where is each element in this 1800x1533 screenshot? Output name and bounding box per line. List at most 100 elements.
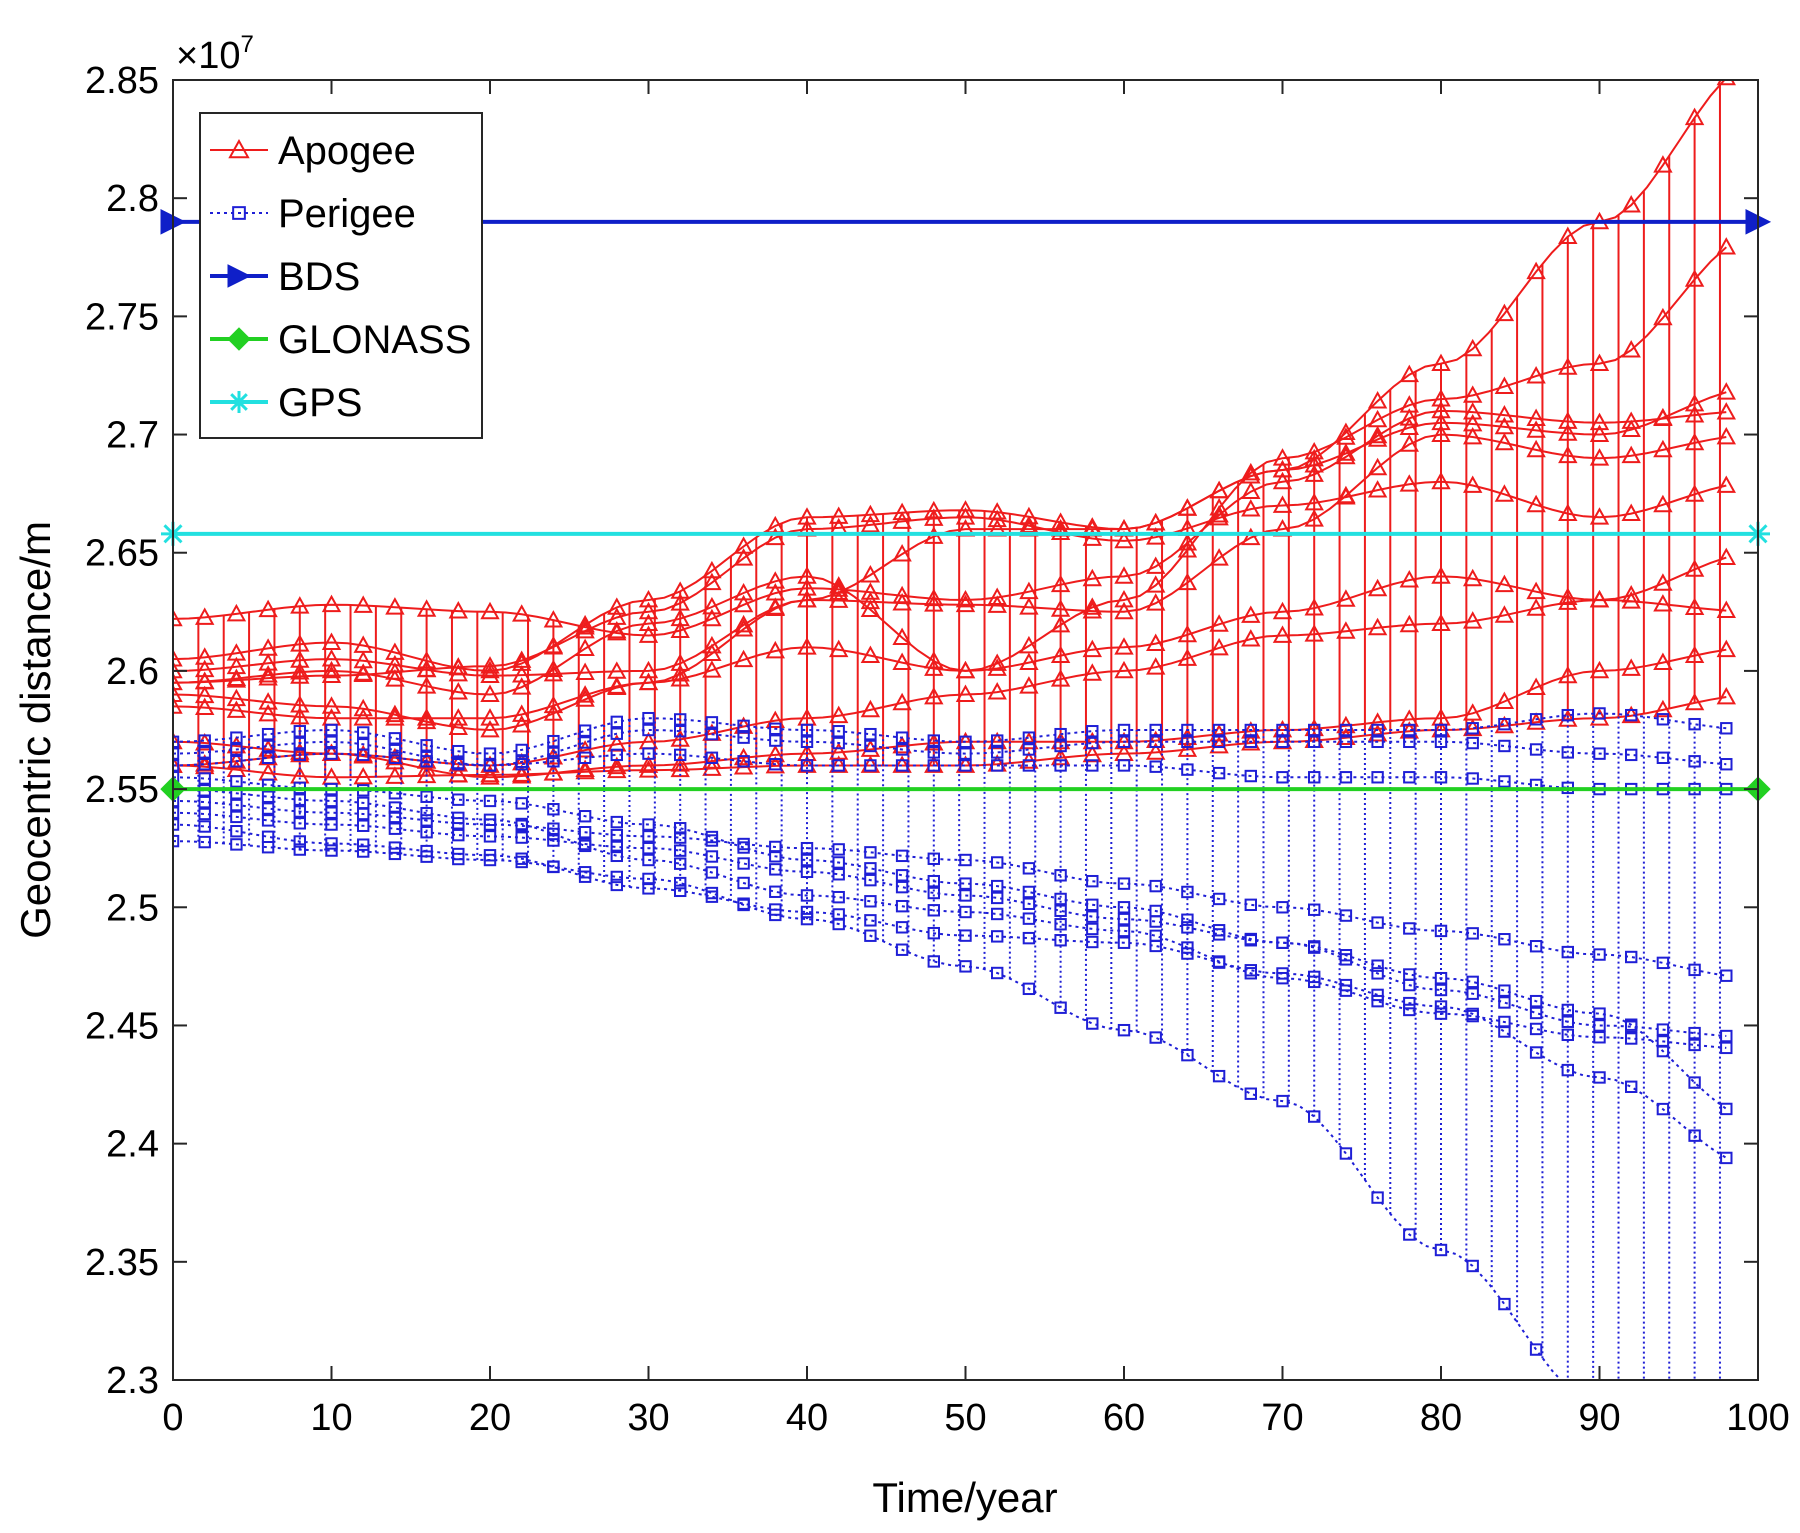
apogee-point [416, 765, 437, 784]
apogee-point [638, 672, 659, 691]
perigee-point [1403, 968, 1416, 981]
perigee-point [578, 870, 592, 883]
apogee-point [1209, 724, 1229, 742]
perigee-point [1529, 940, 1543, 953]
perigee-point [1244, 934, 1257, 947]
apogee-point [1050, 574, 1071, 593]
perigee-point [610, 815, 623, 829]
perigee-point [610, 870, 623, 884]
perigee-point [927, 759, 940, 772]
perigee-point [1149, 735, 1162, 749]
perigee-point [674, 884, 687, 898]
perigee-point [1339, 984, 1353, 997]
perigee-point [515, 743, 528, 757]
apogee-point [1653, 439, 1673, 458]
apogee-point [1114, 637, 1134, 655]
apogee-point [702, 608, 722, 627]
apogee-point [638, 755, 659, 773]
perigee-point [642, 853, 655, 867]
perigee-point [388, 822, 402, 835]
perigee-point [1720, 1041, 1733, 1055]
apogee-point [512, 715, 532, 733]
apogee-point [1367, 409, 1388, 428]
apogee-point [480, 719, 500, 738]
perigee-point [1276, 971, 1289, 985]
apogee-point [607, 734, 627, 752]
perigee-point [895, 869, 909, 882]
x-tick-label: 50 [944, 1397, 986, 1439]
apogee-point [1114, 601, 1134, 620]
apogee-point [480, 665, 500, 684]
perigee-point [198, 746, 211, 759]
y-tick-label: 2.3 [106, 1360, 159, 1402]
perigee-point [388, 743, 402, 757]
perigee-point [1086, 725, 1099, 738]
perigee-point [325, 806, 338, 819]
apogee-point [638, 601, 659, 620]
apogee-point [1494, 376, 1515, 395]
perigee-curve-8 [173, 794, 1733, 982]
apogee-point [1177, 739, 1198, 757]
perigee-curve-7 [173, 747, 1733, 796]
perigee-point [1625, 748, 1638, 762]
perigee-point [230, 810, 243, 824]
perigee-point [1498, 933, 1511, 946]
perigee-point [452, 817, 465, 830]
perigee-point [1563, 1382, 1573, 1392]
apogee-point [353, 746, 373, 764]
perigee-point [674, 725, 687, 738]
perigee-point [1529, 713, 1543, 726]
perigee-point [1086, 935, 1099, 949]
perigee-point [1022, 862, 1036, 875]
perigee-point [610, 849, 623, 863]
apogee-point [353, 698, 373, 717]
apogee-point [1050, 614, 1071, 633]
perigee-point [452, 847, 465, 861]
perigee-point [547, 860, 560, 874]
apogee-point [448, 708, 468, 726]
apogee-point [543, 763, 564, 781]
perigee-point [769, 863, 782, 876]
perigee-point [1244, 769, 1257, 783]
perigee-point [864, 846, 877, 859]
perigee-point [1625, 1032, 1638, 1045]
perigee-point [895, 759, 909, 772]
legend-label: GLONASS [278, 318, 471, 362]
legend-label: GPS [278, 381, 362, 425]
apogee-point [1684, 432, 1705, 451]
apogee-point [670, 581, 690, 599]
apogee-point [1494, 432, 1515, 451]
apogee-point [955, 594, 976, 613]
apogee-point [575, 638, 595, 656]
apogee-point [670, 668, 690, 687]
perigee-point [927, 874, 940, 888]
perigee-point [1403, 723, 1416, 737]
apogee-point [448, 717, 468, 735]
perigee-point [325, 818, 338, 831]
perigee-point [1434, 735, 1448, 749]
perigee-point [800, 841, 814, 855]
perigee-point [1498, 739, 1511, 753]
perigee-point [1593, 747, 1606, 760]
apogee-point [955, 684, 976, 702]
apogee-point [353, 595, 373, 613]
perigee-point [1117, 924, 1131, 938]
apogee-point [1209, 498, 1229, 516]
perigee-point [1498, 1297, 1511, 1311]
perigee-point [705, 751, 719, 764]
perigee-point [420, 806, 433, 820]
apogee-point [173, 696, 183, 714]
legend-label: Apogee [278, 129, 416, 173]
apogee-point [1716, 547, 1736, 566]
apogee-point [1336, 427, 1356, 445]
apogee-point [258, 665, 278, 683]
perigee-point [1466, 736, 1479, 750]
perigee-point [991, 734, 1004, 747]
apogee-point [1684, 692, 1705, 711]
perigee-point [1054, 892, 1067, 906]
perigee-point [800, 723, 814, 737]
apogee-point [321, 696, 342, 714]
apogee-point [1463, 426, 1483, 445]
perigee-point [1117, 759, 1131, 772]
apogee-point [924, 594, 944, 612]
